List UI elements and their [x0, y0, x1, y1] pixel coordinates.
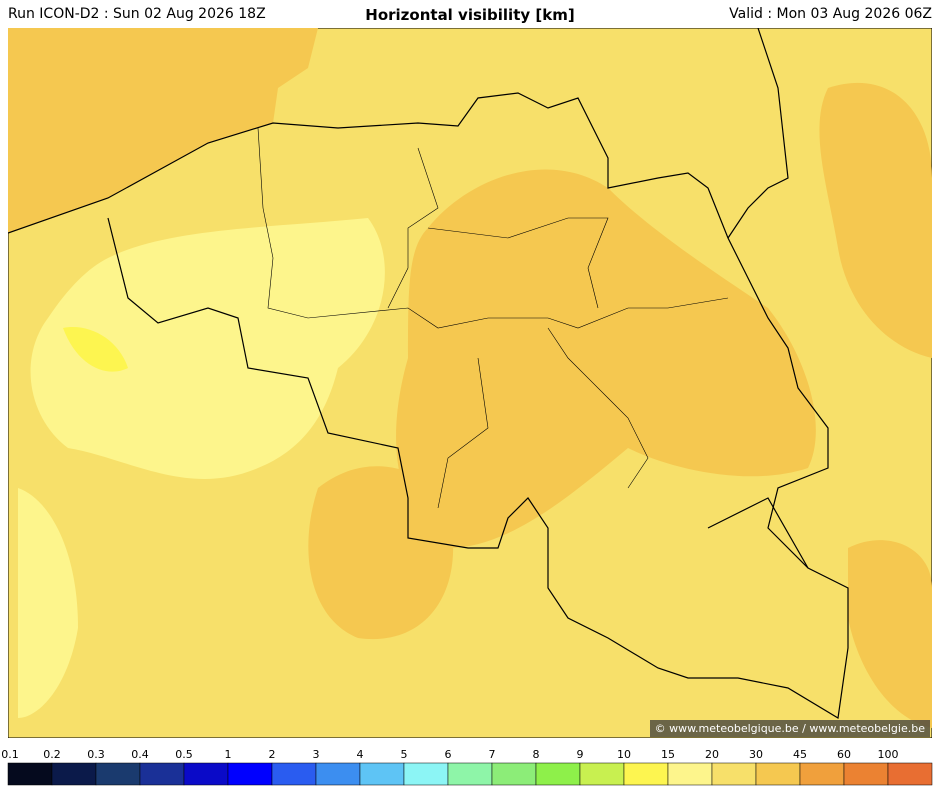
province-borders [257, 127, 729, 509]
colorbar-cell [491, 762, 537, 786]
region [308, 466, 454, 640]
colorbar-label: 4 [357, 748, 364, 761]
colorbar-cell [227, 762, 273, 786]
colorbar-cell [887, 762, 933, 786]
colorbar-cell [271, 762, 317, 786]
map [8, 28, 932, 738]
region [63, 327, 128, 372]
sea [8, 28, 318, 233]
run-info: Run ICON-D2 : Sun 02 Aug 2026 18Z [8, 6, 266, 22]
region [30, 218, 385, 479]
colorbar-label: 7 [489, 748, 496, 761]
colorbar-cell [711, 762, 757, 786]
colorbar-label: 6 [445, 748, 452, 761]
valid-info: Valid : Mon 03 Aug 2026 06Z [729, 6, 932, 22]
colorbar-label: 0.2 [43, 748, 61, 761]
colorbar-cell [315, 762, 361, 786]
colorbar-label: 0.4 [131, 748, 149, 761]
colorbar-cell [359, 762, 405, 786]
colorbar-cell [843, 762, 889, 786]
colorbar-cell [535, 762, 581, 786]
colorbar-cell [447, 762, 493, 786]
colorbar-cell [799, 762, 845, 786]
colorbar-label: 9 [577, 748, 584, 761]
colorbar-label: 45 [793, 748, 807, 761]
colorbar-label: 10 [617, 748, 631, 761]
region [18, 488, 78, 718]
borders [8, 28, 849, 719]
colorbar-label: 3 [313, 748, 320, 761]
region [819, 82, 932, 358]
colorbar-label: 5 [401, 748, 408, 761]
colorbar-cell [403, 762, 449, 786]
region [396, 169, 816, 548]
colorbar-label: 20 [705, 748, 719, 761]
colorbar-cell [7, 762, 53, 786]
attribution: © www.meteobelgique.be / www.meteobelgie… [649, 720, 930, 737]
colorbar: 0.1 0.2 0.3 0.4 0.5 1 2 3 4 5 6 7 8 9 10 15 20 30 45 60 100 [1, 748, 933, 786]
map-title: Horizontal visibility [km] [365, 6, 575, 24]
colorbar-cell [623, 762, 669, 786]
colorbar-cell [51, 762, 97, 786]
region [848, 540, 932, 728]
colorbar-label: 1 [225, 748, 232, 761]
colorbar-cell [139, 762, 185, 786]
colorbar-label: 8 [533, 748, 540, 761]
colorbar-label: 0.5 [175, 748, 193, 761]
colorbar-label: 100 [878, 748, 899, 761]
colorbar-label: 15 [661, 748, 675, 761]
colorbar-label: 2 [269, 748, 276, 761]
colorbar-cell [183, 762, 229, 786]
colorbar-cell [95, 762, 141, 786]
colorbar-cell [579, 762, 625, 786]
colorbar-label: 60 [837, 748, 851, 761]
colorbar-label: 0.1 [1, 748, 19, 761]
colorbar-cell [667, 762, 713, 786]
colorbar-cell [755, 762, 801, 786]
colorbar-label: 0.3 [87, 748, 105, 761]
colorbar-label: 30 [749, 748, 763, 761]
